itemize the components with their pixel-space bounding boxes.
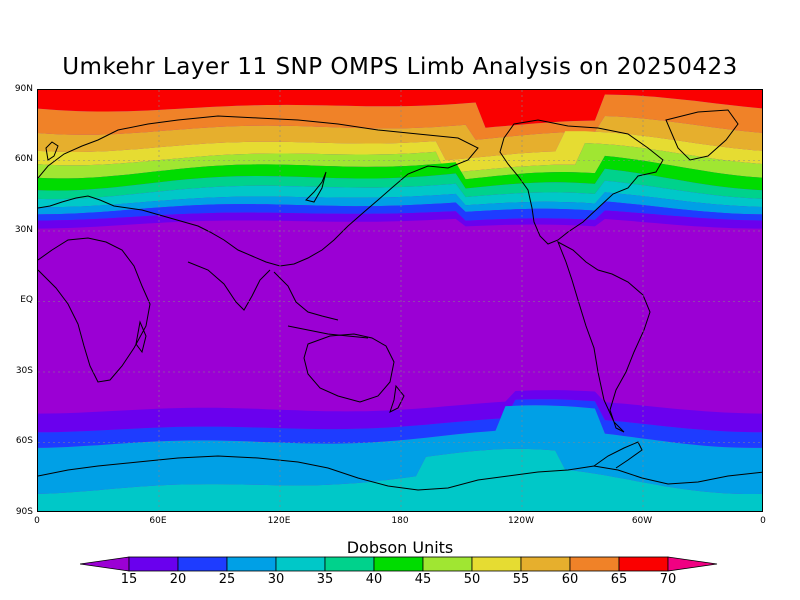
coastline-greenland	[665, 109, 739, 161]
colorbar-segment	[324, 556, 375, 572]
contour-band-south-25	[38, 399, 762, 448]
lon-label-0-right: 0	[760, 516, 766, 526]
colorbar-tick-label: 45	[414, 572, 432, 587]
coastline-madagascar	[135, 320, 147, 354]
coastline-antarctica	[38, 455, 762, 491]
colorbar-tick-label: 70	[659, 572, 677, 587]
coastline-north-america	[499, 119, 664, 245]
colorbar-segment-low	[80, 556, 130, 572]
lat-label-60s: 60S	[15, 436, 33, 446]
colorbar-segment	[373, 556, 424, 572]
colorbar-tick-label: 40	[365, 572, 383, 587]
coastlines	[38, 109, 762, 491]
colorbar-title: Dobson Units	[346, 538, 454, 557]
colorbar-tick-label: 35	[316, 572, 334, 587]
contour-band-south-20	[38, 390, 762, 433]
lon-label-120w: 120W	[507, 516, 535, 526]
contour-band-south-30	[38, 405, 762, 494]
colorbar-tick-label: 60	[561, 572, 579, 587]
contour-band-20	[38, 210, 762, 229]
contour-band-35	[38, 180, 762, 208]
colorbar-segment	[569, 556, 620, 572]
colorbar-tick-label: 25	[218, 572, 236, 587]
contour-band-70	[38, 90, 762, 128]
colorbar-segment	[520, 556, 571, 572]
colorbar-tick-label: 30	[267, 572, 285, 587]
contour-band-45	[38, 155, 762, 191]
lat-label-90s: 90S	[15, 507, 33, 517]
colorbar-tick-label: 15	[120, 572, 138, 587]
coastline-africa	[38, 237, 151, 383]
coastline-british-isles	[45, 141, 59, 161]
graticule	[38, 90, 762, 511]
contour-band-south-35	[38, 448, 762, 511]
colorbar-segment	[275, 556, 326, 572]
lon-label-180: 180	[391, 516, 409, 526]
lat-label-30n: 30N	[14, 225, 33, 235]
coastline-antarctic-peninsula	[593, 441, 643, 469]
colorbar-tick-label: 55	[512, 572, 530, 587]
lat-label-60n: 60N	[14, 154, 33, 164]
contour-band-60	[38, 116, 762, 161]
colorbar	[80, 556, 718, 572]
ozone-contour-map	[38, 90, 762, 511]
colorbar-tick-label: 50	[463, 572, 481, 587]
lon-label-0-left: 0	[34, 516, 40, 526]
contour-band-40	[38, 168, 762, 200]
coastline-japan	[305, 171, 327, 203]
colorbar-segment	[128, 556, 179, 572]
colorbar-segment	[226, 556, 277, 572]
lat-label-90n: 90N	[14, 84, 33, 94]
contour-band-30	[38, 192, 762, 215]
coastline-new-zealand	[389, 384, 405, 413]
colorbar-segment	[618, 556, 669, 572]
lon-label-60w: 60W	[631, 516, 653, 526]
coastline-south-america	[557, 240, 651, 433]
coastline-india	[187, 261, 271, 311]
colorbar-segment	[177, 556, 228, 572]
contour-band-25	[38, 201, 762, 221]
coastline-eurasia	[38, 115, 479, 267]
colorbar-segment-high	[667, 556, 718, 572]
coastline-australia	[303, 333, 395, 403]
contour-band-65	[38, 94, 762, 140]
colorbar-segment	[422, 556, 473, 572]
lon-label-60e: 60E	[149, 516, 167, 526]
lat-label-30s: 30S	[15, 366, 33, 376]
contour-band-50	[38, 143, 762, 180]
lon-label-120e: 120E	[267, 516, 291, 526]
colorbar-segment	[471, 556, 522, 572]
map-title: Umkehr Layer 11 SNP OMPS Limb Analysis o…	[62, 54, 738, 80]
colorbar-tick-label: 65	[610, 572, 628, 587]
colorbar-tick-label: 20	[169, 572, 187, 587]
contour-band-55	[38, 131, 762, 173]
lat-label-eq: EQ	[20, 295, 33, 305]
coastline-se-asia	[273, 271, 369, 339]
map-plot-area	[37, 89, 763, 512]
